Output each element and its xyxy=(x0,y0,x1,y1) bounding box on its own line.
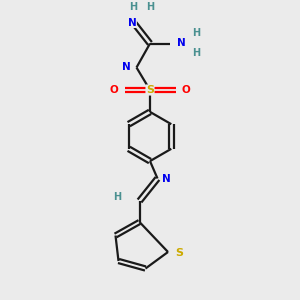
Text: H: H xyxy=(192,28,201,38)
Text: N: N xyxy=(177,38,186,49)
Text: N: N xyxy=(128,17,136,28)
Text: S: S xyxy=(176,248,183,259)
Text: N: N xyxy=(162,173,171,184)
Text: S: S xyxy=(146,85,154,95)
Text: O: O xyxy=(182,85,190,95)
Text: H: H xyxy=(113,191,121,202)
Text: N: N xyxy=(122,62,130,73)
Text: H: H xyxy=(192,47,201,58)
Text: H: H xyxy=(146,2,154,13)
Text: H: H xyxy=(129,2,138,13)
Text: O: O xyxy=(110,85,118,95)
